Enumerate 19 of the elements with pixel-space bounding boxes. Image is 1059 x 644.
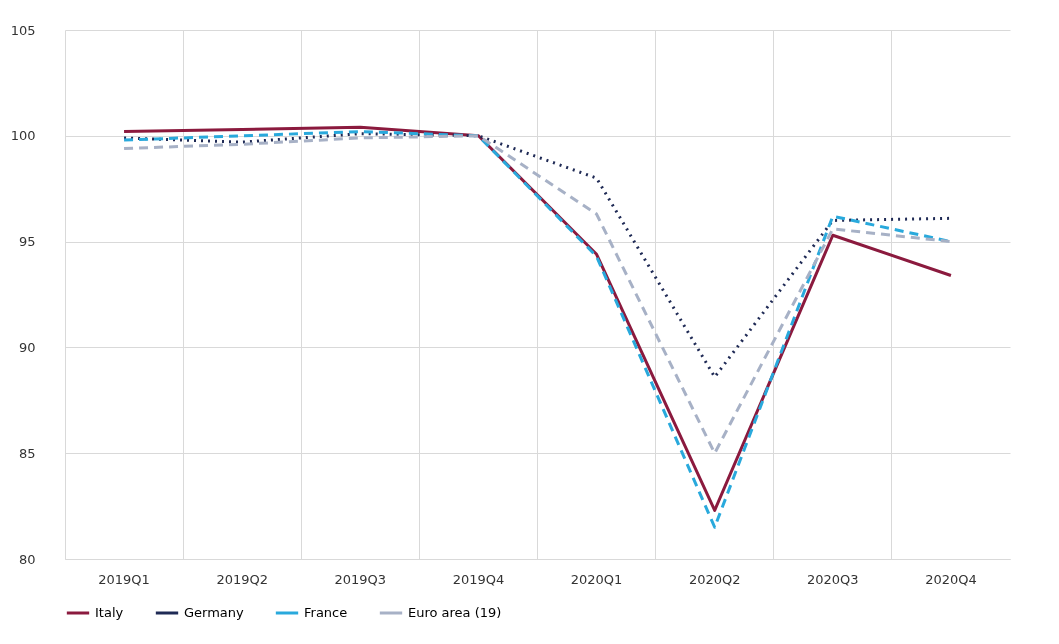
x-tick-label: 2020Q3 <box>807 571 859 587</box>
legend-label: Euro area (19) <box>408 605 502 620</box>
x-tick-label: 2019Q2 <box>216 571 268 587</box>
y-tick-label: 105 <box>10 22 36 38</box>
legend-label: Italy <box>95 605 124 620</box>
y-tick-label: 90 <box>18 339 36 355</box>
legend-label: Germany <box>184 605 245 620</box>
legend-label: France <box>304 605 348 620</box>
y-tick-label: 80 <box>18 551 36 567</box>
y-tick-label: 100 <box>10 128 36 144</box>
x-tick-label: 2019Q3 <box>334 571 387 587</box>
x-tick-label: 2019Q1 <box>98 571 150 587</box>
x-tick-label: 2020Q1 <box>570 571 623 587</box>
line-series <box>122 134 953 455</box>
x-tick-label: 2019Q4 <box>452 571 505 587</box>
x-tick-label: 2020Q4 <box>925 571 977 587</box>
y-tick-label: 85 <box>18 445 36 461</box>
x-tick-label: 2020Q2 <box>688 571 741 587</box>
y-tick-label: 95 <box>18 234 36 250</box>
